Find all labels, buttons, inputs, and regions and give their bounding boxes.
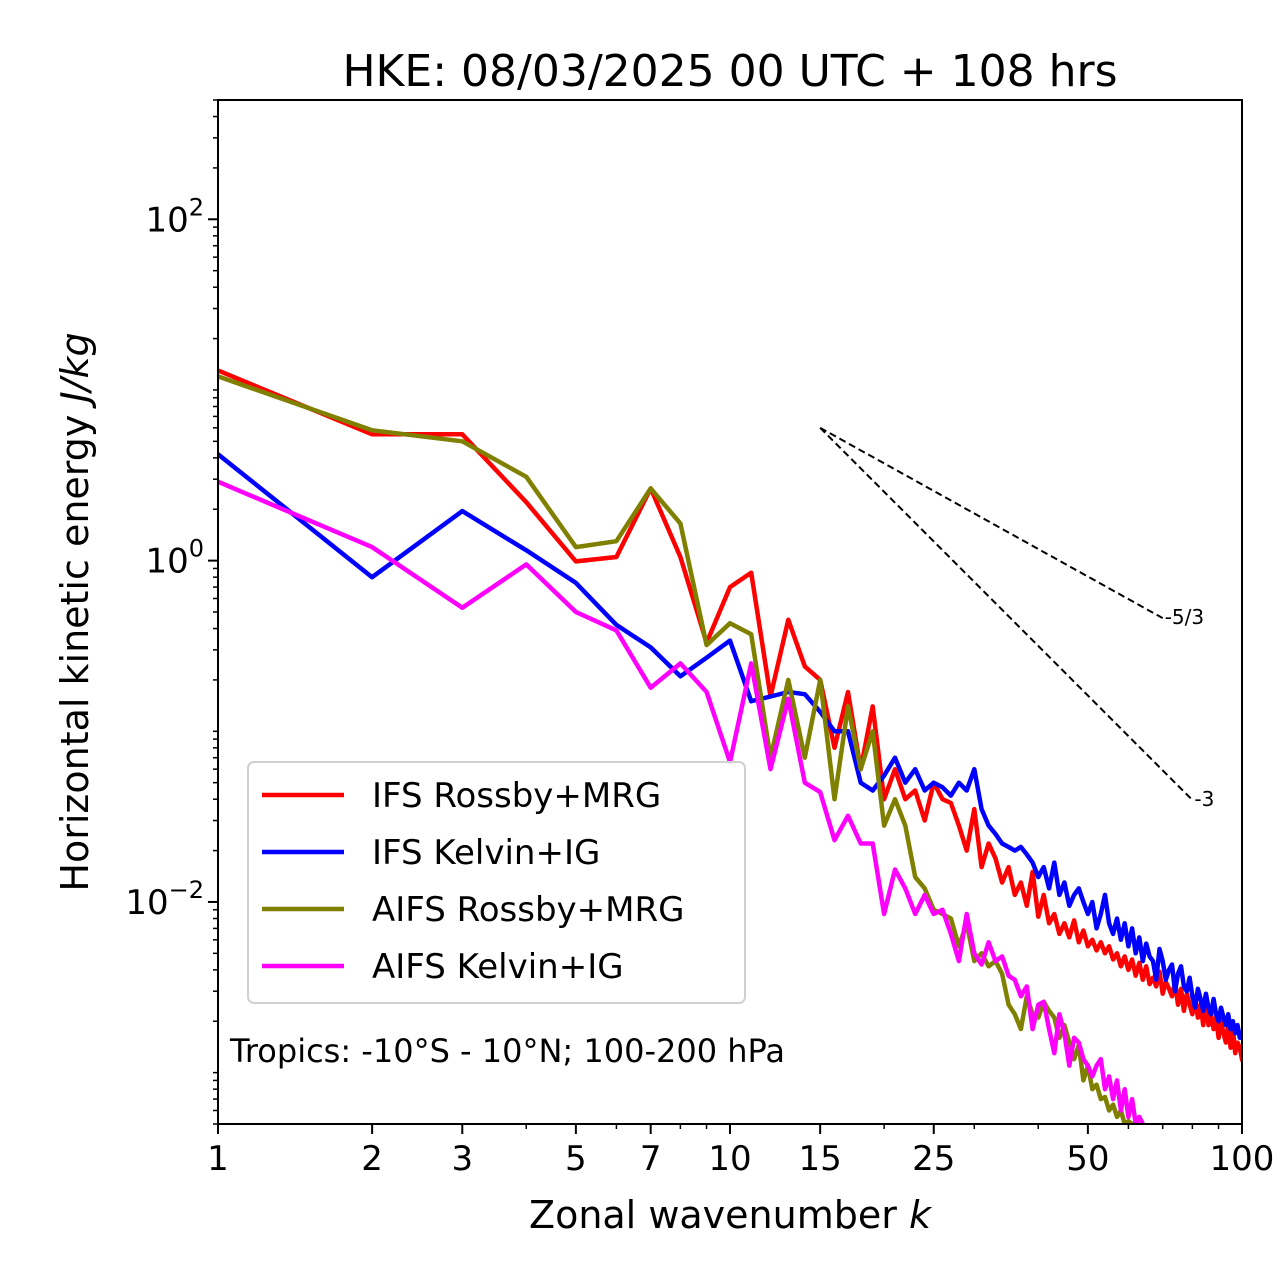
x-axis-label: Zonal wavenumber k xyxy=(529,1193,933,1237)
reference-line-label-2: -3 xyxy=(1194,787,1214,811)
reference-line-1 xyxy=(819,426,1164,619)
axes: 1 2 3 5 7 10 15 25 50 100 10−2 100 102 xyxy=(125,99,1275,1179)
y-tick-label-1: 10−2 xyxy=(125,876,204,923)
x-tick-label-4: 5 xyxy=(565,1139,587,1179)
legend-label-3: AIFS Rossby+MRG xyxy=(372,890,684,930)
x-tick-label-3: 3 xyxy=(451,1139,473,1179)
x-tick-label-1: 1 xyxy=(207,1139,229,1179)
x-tick-label-5: 7 xyxy=(640,1139,662,1179)
svg-text:Zonal wavenumber k: Zonal wavenumber k xyxy=(529,1193,933,1237)
series-line-3 xyxy=(218,374,1136,1124)
series-line-2 xyxy=(218,451,1242,1041)
region-annotation: Tropics: -10°S - 10°N; 100-200 hPa xyxy=(229,1032,785,1070)
x-tick-label-7: 15 xyxy=(799,1139,842,1179)
reference-line-label-1: -5/3 xyxy=(1165,605,1204,629)
x-axis-label-text: Zonal wavenumber xyxy=(529,1193,909,1237)
legend-box xyxy=(247,761,746,1004)
legend-label-1: IFS Rossby+MRG xyxy=(372,776,661,816)
series-line-4 xyxy=(218,479,1146,1124)
series-layer xyxy=(218,368,1242,1124)
y-tick-label-3: 102 xyxy=(145,193,204,240)
legend-label-2: IFS Kelvin+IG xyxy=(372,833,600,873)
y-axis-label: Horizontal kinetic energy J/kg xyxy=(53,332,97,891)
svg-text:Horizontal kinetic energy J/kg: Horizontal kinetic energy J/kg xyxy=(53,332,97,891)
chart-title: HKE: 08/03/2025 00 UTC + 108 hrs xyxy=(342,46,1117,97)
x-axis-label-symbol: k xyxy=(909,1193,933,1237)
x-tick-label-8: 25 xyxy=(912,1139,955,1179)
legend: IFS Rossby+MRG IFS Kelvin+IG AIFS Rossby+M… xyxy=(247,761,746,1004)
x-tick-label-2: 2 xyxy=(361,1139,383,1179)
y-axis-label-text: Horizontal kinetic energy xyxy=(53,403,97,892)
y-tick-label-2: 100 xyxy=(145,535,204,582)
legend-label-4: AIFS Kelvin+IG xyxy=(372,947,624,987)
x-tick-label-10: 100 xyxy=(1210,1139,1275,1179)
reference-slope-lines: -5/3 -3 xyxy=(819,426,1214,811)
x-tick-label-6: 10 xyxy=(708,1139,751,1179)
y-axis-label-unit: J/kg xyxy=(53,332,97,409)
x-tick-label-9: 50 xyxy=(1066,1139,1109,1179)
